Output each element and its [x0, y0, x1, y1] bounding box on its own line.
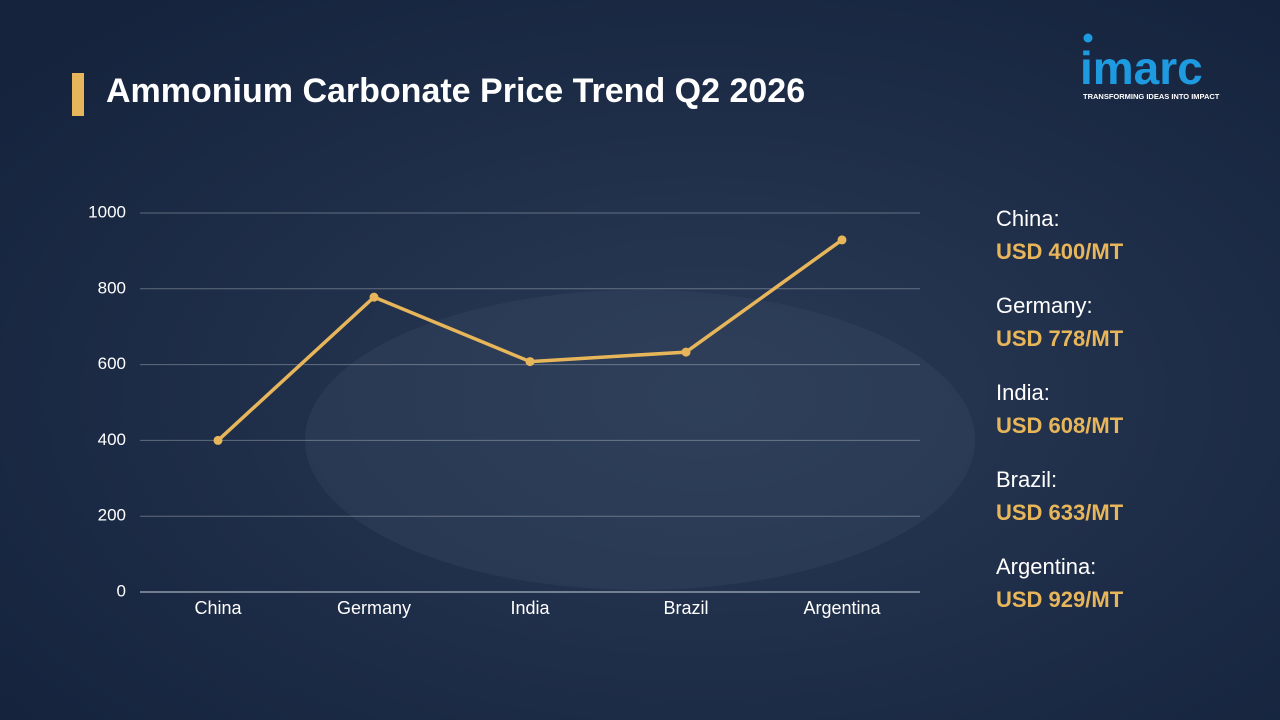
y-tick-label: 800: [98, 278, 126, 297]
summary-value: USD 929/MT: [996, 587, 1124, 612]
point: [837, 235, 847, 245]
y-tick-label: 400: [98, 430, 126, 449]
summary-value: USD 400/MT: [996, 239, 1124, 264]
point: [369, 292, 379, 302]
x-tick-label: Argentina: [803, 598, 881, 618]
y-tick-label: 0: [117, 581, 126, 600]
summary-label: Brazil:: [996, 467, 1057, 492]
title-accent: [72, 73, 84, 116]
point: [681, 347, 691, 357]
summary-value: USD 608/MT: [996, 413, 1124, 438]
point: [525, 357, 535, 367]
x-tick-label: Brazil: [663, 598, 708, 618]
y-tick-label: 1000: [88, 202, 126, 221]
background-bowl: [305, 290, 975, 590]
x-tick-label: Germany: [337, 598, 411, 618]
x-tick-label: India: [510, 598, 550, 618]
y-tick-label: 600: [98, 354, 126, 373]
logo-text: imarc: [1080, 42, 1203, 94]
summary-value: USD 633/MT: [996, 500, 1124, 525]
summary-value: USD 778/MT: [996, 326, 1124, 351]
point: [213, 435, 223, 445]
summary-label: Germany:: [996, 293, 1093, 318]
x-tick-label: China: [194, 598, 242, 618]
chart-title: Ammonium Carbonate Price Trend Q2 2026: [106, 72, 805, 110]
logo-tagline: TRANSFORMING IDEAS INTO IMPACT: [1083, 92, 1220, 101]
summary-label: Argentina:: [996, 554, 1096, 579]
summary-label: China:: [996, 206, 1060, 231]
logo-dot: [1083, 33, 1093, 43]
y-tick-label: 200: [98, 506, 126, 525]
summary-label: India:: [996, 380, 1050, 405]
